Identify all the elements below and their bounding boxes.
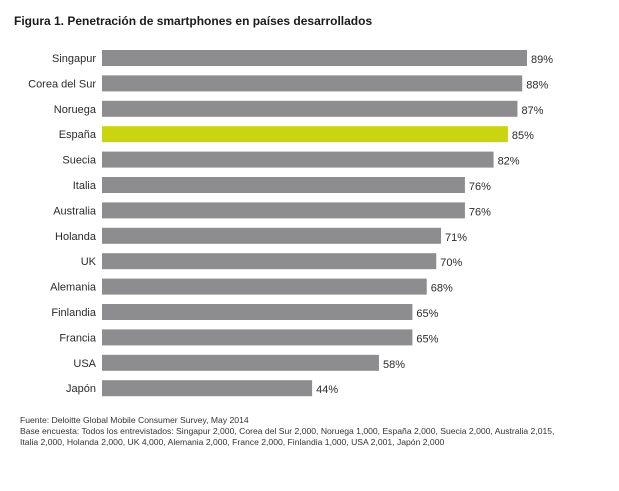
bar-noruega <box>102 100 518 117</box>
category-label-uk: UK <box>81 256 97 268</box>
bar-espana <box>102 126 508 143</box>
category-label-holanda: Holanda <box>55 231 97 243</box>
source-note: Fuente: Deloitte Global Mobile Consumer … <box>20 415 249 425</box>
chart-footer: Fuente: Deloitte Global Mobile Consumer … <box>20 415 610 448</box>
bar-francia <box>102 329 413 346</box>
value-label-usa: 58% <box>383 359 405 371</box>
bar-corea-del-sur <box>102 75 523 92</box>
bar-usa <box>102 354 379 371</box>
base-note-line-2: Italia 2,000, Holanda 2,000, UK 4,000, A… <box>20 437 445 447</box>
value-label-singapur: 89% <box>531 54 553 66</box>
value-label-noruega: 87% <box>521 105 543 117</box>
chart-title: Figura 1. Penetración de smartphones en … <box>14 14 373 28</box>
category-label-finlandia: Finlandia <box>51 307 97 319</box>
base-note-line-1: Base encuesta: Todos los entrevistados: … <box>20 426 555 436</box>
value-label-corea-del-sur: 88% <box>526 79 548 91</box>
bar-alemania <box>102 278 427 295</box>
bar-suecia <box>102 151 494 168</box>
bar-japon <box>102 380 313 397</box>
category-label-japon: Japón <box>66 383 96 395</box>
category-label-corea-del-sur: Corea del Sur <box>28 78 96 90</box>
category-label-usa: USA <box>73 358 96 370</box>
category-label-australia: Australia <box>53 205 97 217</box>
value-label-alemania: 68% <box>431 283 453 295</box>
category-label-singapur: Singapur <box>52 53 96 65</box>
category-label-francia: Francia <box>59 332 97 344</box>
bar-italia <box>102 177 465 193</box>
bar-australia <box>102 202 465 219</box>
bar-uk <box>102 253 437 270</box>
category-label-italia: Italia <box>73 180 97 192</box>
category-label-espana: España <box>59 129 97 141</box>
value-label-holanda: 71% <box>445 232 467 244</box>
value-label-japon: 44% <box>316 384 338 396</box>
value-label-espana: 85% <box>512 130 534 142</box>
bar-holanda <box>102 227 442 244</box>
bar-chart: Singapur 89% Corea del Sur 88% Noruega 87% Esp… <box>28 50 553 397</box>
bar-finlandia <box>102 304 413 320</box>
category-label-noruega: Noruega <box>54 104 97 116</box>
bar-singapur <box>102 50 527 66</box>
value-label-francia: 65% <box>416 333 438 345</box>
value-label-italia: 76% <box>469 181 491 193</box>
value-label-uk: 70% <box>440 257 462 269</box>
category-label-suecia: Suecia <box>62 155 97 167</box>
value-label-australia: 76% <box>469 206 491 218</box>
category-label-alemania: Alemania <box>50 282 97 294</box>
value-label-suecia: 82% <box>498 156 520 168</box>
value-label-finlandia: 65% <box>416 308 438 320</box>
